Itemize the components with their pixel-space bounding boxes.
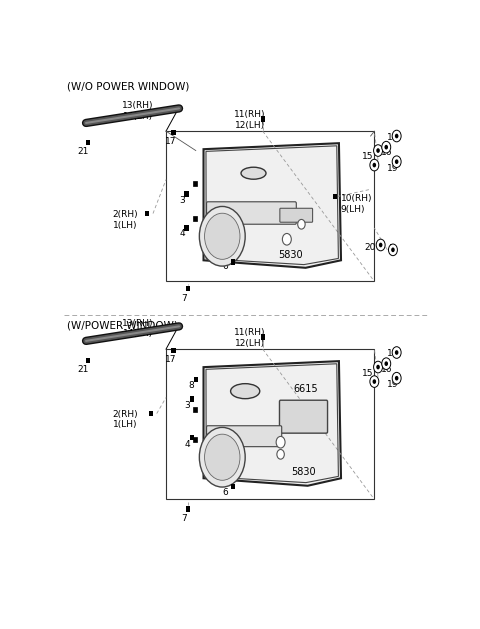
Polygon shape — [204, 361, 341, 486]
Text: 4: 4 — [185, 440, 191, 448]
Bar — [261, 335, 265, 340]
Circle shape — [372, 163, 376, 167]
Bar — [261, 116, 265, 122]
Text: 5830: 5830 — [278, 250, 303, 260]
Text: 6: 6 — [223, 262, 228, 271]
Bar — [231, 259, 235, 265]
Text: 20: 20 — [364, 243, 375, 252]
Circle shape — [392, 130, 401, 142]
Text: 3: 3 — [179, 196, 185, 204]
Circle shape — [298, 220, 305, 229]
Text: 2(RH)
1(LH): 2(RH) 1(LH) — [112, 409, 138, 429]
Text: 13(RH)
14(LH): 13(RH) 14(LH) — [122, 101, 154, 121]
Circle shape — [388, 244, 397, 255]
Text: 15: 15 — [362, 369, 373, 378]
Circle shape — [384, 145, 388, 150]
Circle shape — [382, 142, 391, 153]
Circle shape — [376, 365, 380, 369]
Text: 5830: 5830 — [291, 467, 316, 477]
Circle shape — [204, 213, 240, 259]
Text: 8: 8 — [189, 381, 194, 389]
Bar — [171, 348, 176, 353]
Circle shape — [382, 358, 391, 369]
Text: 17: 17 — [165, 138, 176, 147]
Circle shape — [392, 372, 401, 384]
Text: 13(RH)
14(LH): 13(RH) 14(LH) — [122, 319, 154, 338]
Text: 15: 15 — [362, 152, 373, 161]
Text: 16: 16 — [381, 365, 392, 374]
Text: 17: 17 — [165, 355, 176, 364]
Circle shape — [395, 159, 398, 164]
Bar — [193, 437, 197, 442]
Polygon shape — [204, 143, 341, 268]
Text: (W/O POWER WINDOW): (W/O POWER WINDOW) — [67, 81, 190, 91]
Bar — [166, 131, 374, 281]
Circle shape — [204, 434, 240, 481]
Bar — [194, 377, 198, 382]
Text: 19: 19 — [387, 380, 399, 389]
Text: 19: 19 — [387, 164, 399, 172]
Text: 5: 5 — [388, 244, 394, 253]
FancyBboxPatch shape — [279, 400, 327, 433]
Circle shape — [370, 159, 379, 171]
Circle shape — [276, 437, 285, 448]
Text: 16: 16 — [381, 148, 392, 157]
Text: 11(RH)
12(LH): 11(RH) 12(LH) — [234, 328, 265, 348]
Circle shape — [384, 361, 388, 366]
Bar — [193, 216, 197, 221]
Circle shape — [392, 156, 401, 167]
FancyBboxPatch shape — [280, 208, 312, 222]
Circle shape — [376, 148, 380, 153]
Text: 11(RH)
12(LH): 11(RH) 12(LH) — [234, 110, 265, 130]
Bar — [86, 140, 90, 145]
Text: 6615: 6615 — [293, 384, 318, 394]
Circle shape — [282, 233, 291, 245]
Bar — [145, 211, 149, 216]
Text: 4: 4 — [179, 230, 185, 238]
Bar — [186, 286, 191, 291]
Text: 7: 7 — [181, 514, 187, 523]
Circle shape — [376, 239, 385, 251]
Bar — [333, 194, 337, 199]
Circle shape — [395, 376, 398, 381]
Circle shape — [379, 243, 383, 247]
Ellipse shape — [241, 167, 266, 179]
FancyBboxPatch shape — [206, 202, 296, 224]
Circle shape — [395, 350, 398, 355]
Bar — [190, 435, 194, 440]
Text: 10(RH)
9(LH): 10(RH) 9(LH) — [341, 194, 372, 213]
Bar — [193, 181, 197, 186]
Text: 7: 7 — [181, 294, 187, 303]
Bar — [231, 484, 235, 489]
Circle shape — [199, 206, 245, 266]
Bar — [193, 407, 197, 411]
Circle shape — [391, 248, 395, 252]
Circle shape — [199, 427, 245, 487]
Text: 18: 18 — [387, 133, 399, 142]
Text: (W/POWER WINDOW): (W/POWER WINDOW) — [67, 320, 178, 330]
Circle shape — [277, 450, 284, 459]
Circle shape — [370, 376, 379, 387]
Bar — [186, 506, 191, 511]
Bar — [166, 349, 374, 499]
Bar — [184, 191, 189, 197]
Text: 21: 21 — [78, 365, 89, 374]
Ellipse shape — [230, 384, 260, 399]
Bar — [190, 396, 194, 402]
Bar — [184, 225, 189, 231]
Text: 6: 6 — [223, 488, 228, 497]
Circle shape — [395, 134, 398, 138]
Text: 21: 21 — [78, 147, 89, 156]
Text: 2(RH)
1(LH): 2(RH) 1(LH) — [112, 210, 138, 230]
Circle shape — [372, 379, 376, 384]
Text: 3: 3 — [185, 401, 191, 410]
Circle shape — [392, 347, 401, 359]
Bar — [149, 411, 153, 416]
Bar — [86, 358, 90, 363]
Text: 18: 18 — [387, 349, 399, 358]
Bar — [171, 130, 176, 135]
FancyBboxPatch shape — [206, 426, 282, 447]
Circle shape — [373, 145, 383, 157]
Circle shape — [373, 361, 383, 373]
